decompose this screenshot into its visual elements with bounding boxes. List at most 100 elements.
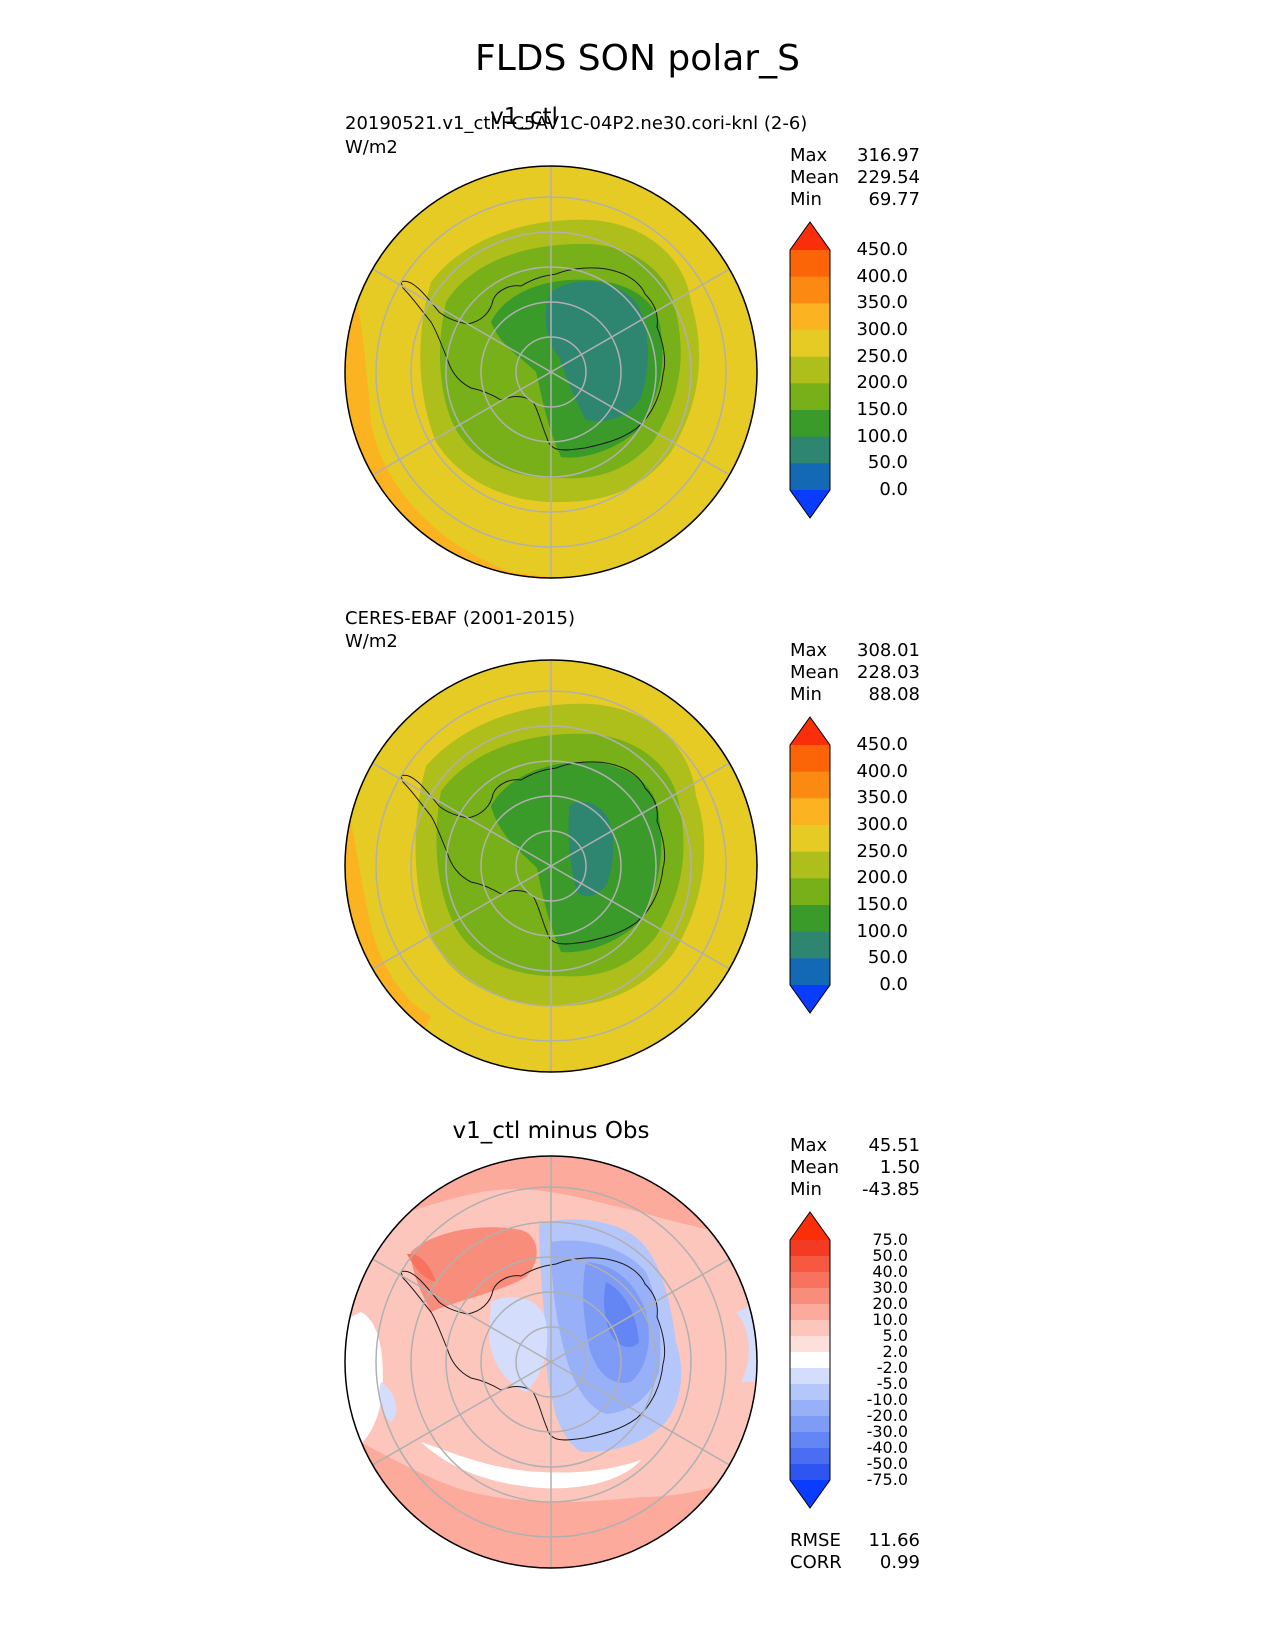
stat-min-value: -43.85 [861, 1179, 920, 1200]
colorbar-tick-label: -50.0 [866, 1454, 908, 1473]
colorbar-segment [790, 1464, 830, 1481]
panel-1-units: W/m2 [345, 137, 398, 158]
stat-min-label: Min [790, 189, 822, 210]
colorbar-segment [790, 851, 830, 879]
panel-1-map [344, 165, 758, 579]
colorbar-segment [790, 1368, 830, 1385]
stat-rmse-label: RMSE [790, 1530, 841, 1551]
colorbar-extend-max [790, 1212, 830, 1240]
panel-3-stats: Max 45.51 Mean 1.50 Min -43.85 [790, 1135, 920, 1201]
colorbar-tick-label: -10.0 [866, 1390, 908, 1409]
stat-max-label: Max [790, 640, 828, 661]
panel-1-title: v1_ctl [490, 104, 558, 130]
colorbar-segment [790, 798, 830, 826]
colorbar-segment [790, 1352, 830, 1369]
colorbar-tick-label: 0.0 [879, 479, 908, 500]
colorbar-segment [790, 1384, 830, 1401]
panel-1-stats: Max 316.97 Mean 229.54 Min 69.77 [790, 145, 920, 211]
colorbar-tick-label: 150.0 [856, 399, 908, 420]
colorbar-segment [790, 356, 830, 384]
stat-mean-label: Mean [790, 662, 840, 683]
colorbar-segment [790, 330, 830, 358]
colorbar-segment [790, 463, 830, 491]
colorbar-extend-max [790, 717, 830, 745]
colorbar-tick-label: 200.0 [856, 372, 908, 394]
colorbar-tick-label: 300.0 [856, 814, 908, 835]
colorbar-segment [790, 1256, 830, 1273]
colorbar-tick-label: -20.0 [866, 1406, 908, 1425]
colorbar-tick-label: 300.0 [856, 319, 908, 340]
panel-1-subtitle: 20190521.v1_ctl.FC5AV1C-04P2.ne30.cori-k… [345, 113, 808, 134]
stat-min-label: Min [790, 684, 822, 705]
colorbar-segment [790, 303, 830, 331]
colorbar-segment [790, 250, 830, 278]
colorbar-tick-label: -5.0 [876, 1374, 908, 1393]
stat-mean-label: Mean [790, 167, 840, 188]
colorbar-tick-label: 50.0 [867, 947, 908, 969]
colorbar-segment [790, 1336, 830, 1353]
stat-corr-value: 0.99 [879, 1552, 920, 1573]
panel-2-colorbar [789, 716, 831, 1014]
stat-mean-label: Mean [790, 1157, 840, 1178]
colorbar-segment [790, 1240, 830, 1257]
panel-2-subtitle: CERES-EBAF (2001-2015) [345, 608, 576, 629]
panel-3-map [344, 1155, 758, 1569]
stat-rmse-value: 11.66 [868, 1530, 920, 1551]
colorbar-segment [790, 276, 830, 304]
stat-min-label: Min [790, 1179, 822, 1200]
colorbar-tick-label: 400.0 [856, 760, 908, 782]
stat-max-value: 45.51 [868, 1135, 920, 1156]
colorbar-tick-label: 150.0 [856, 894, 908, 915]
colorbar-segment [790, 905, 830, 933]
colorbar-segment [790, 1320, 830, 1337]
panel-3-colorbar [789, 1211, 831, 1509]
colorbar-tick-label: 450.0 [856, 734, 908, 755]
colorbar-segment [790, 1432, 830, 1449]
colorbar-tick-label: 5.0 [882, 1326, 908, 1345]
stat-min-value: 88.08 [868, 684, 920, 705]
colorbar-segment [790, 1288, 830, 1305]
colorbar-tick-label: 200.0 [856, 867, 908, 889]
stat-max-label: Max [790, 1135, 828, 1156]
stat-mean-value: 1.50 [879, 1157, 920, 1178]
panel-3-extra-stats: RMSE 11.66 CORR 0.99 [790, 1530, 920, 1574]
panel-1-colorbar [789, 221, 831, 519]
colorbar-tick-label: 75.0 [872, 1230, 908, 1249]
panel-2-units: W/m2 [345, 631, 398, 652]
colorbar-tick-label: 2.0 [882, 1342, 908, 1361]
colorbar-tick-label: 20.0 [872, 1294, 908, 1313]
stat-corr-label: CORR [790, 1552, 842, 1573]
colorbar-segment [790, 825, 830, 853]
colorbar-segment [790, 1416, 830, 1433]
colorbar-tick-label: 30.0 [872, 1278, 908, 1297]
colorbar-tick-label: -2.0 [876, 1358, 908, 1377]
colorbar-tick-label: 450.0 [856, 239, 908, 260]
colorbar-segment [790, 410, 830, 438]
colorbar-extend-max [790, 222, 830, 250]
colorbar-tick-label: 350.0 [856, 292, 908, 314]
colorbar-tick-label: 350.0 [856, 787, 908, 809]
colorbar-segment [790, 436, 830, 464]
colorbar-segment [790, 771, 830, 799]
colorbar-tick-label: 10.0 [872, 1310, 908, 1329]
colorbar-segment [790, 1448, 830, 1465]
colorbar-tick-label: 100.0 [856, 425, 908, 447]
colorbar-outline [789, 221, 831, 519]
colorbar-tick-label: 400.0 [856, 265, 908, 287]
colorbar-segment [790, 878, 830, 906]
colorbar-segment [790, 1272, 830, 1289]
colorbar-tick-label: 50.0 [867, 452, 908, 474]
colorbar-extend-min [790, 490, 830, 518]
panel-2-stats: Max 308.01 Mean 228.03 Min 88.08 [790, 640, 920, 706]
stat-max-label: Max [790, 145, 828, 166]
colorbar-segment [790, 1400, 830, 1417]
panel-3-title: v1_ctl minus Obs [452, 1118, 650, 1144]
stat-max-value: 308.01 [857, 640, 920, 661]
colorbar-segment [790, 383, 830, 411]
stat-max-value: 316.97 [857, 145, 920, 166]
stat-mean-value: 228.03 [857, 662, 920, 683]
colorbar-tick-label: 40.0 [872, 1262, 908, 1281]
colorbar-extend-min [790, 1480, 830, 1508]
colorbar-segment [790, 745, 830, 773]
colorbar-segment [790, 1304, 830, 1321]
